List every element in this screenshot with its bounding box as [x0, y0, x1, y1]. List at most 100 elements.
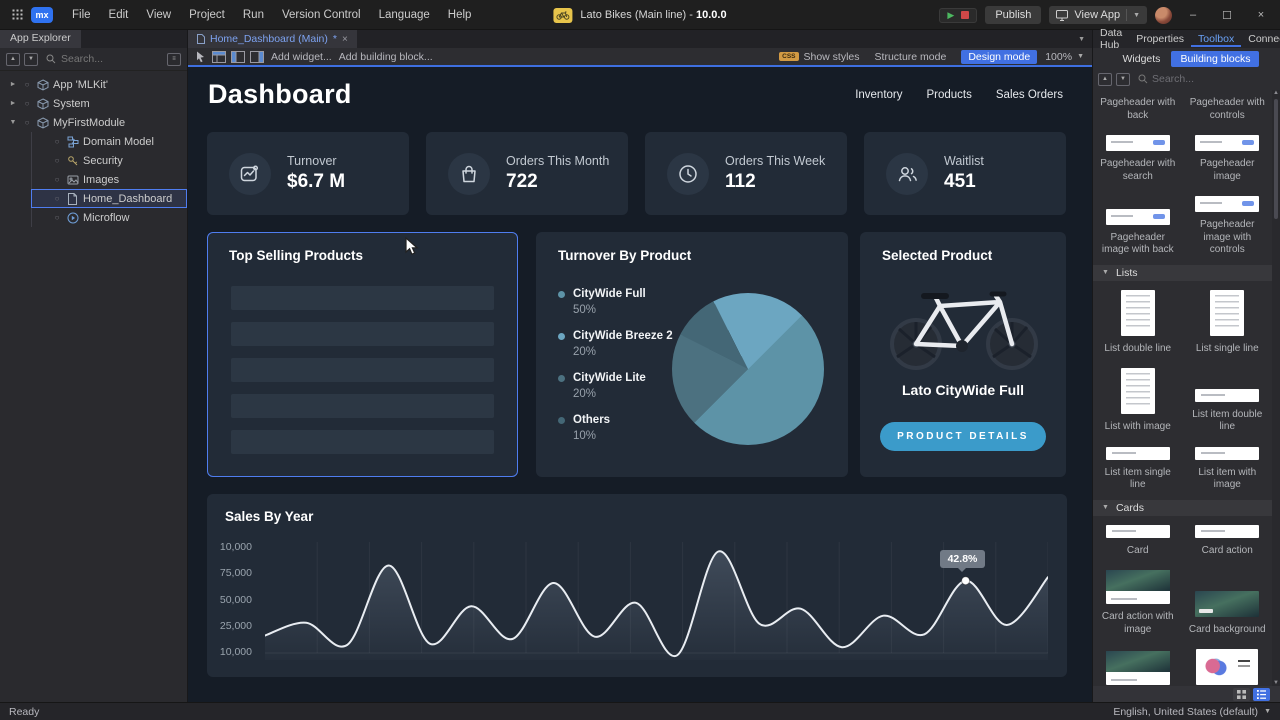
menu-version-control[interactable]: Version Control [281, 8, 361, 21]
tree-item-home-dashboard[interactable]: ○ Home_Dashboard [31, 189, 187, 208]
tree-item-domain-model[interactable]: ○ Domain Model [31, 132, 187, 151]
list-row-placeholder[interactable] [231, 322, 494, 346]
toolbox-item-list-item-with-image[interactable]: List item with image [1183, 440, 1273, 498]
page-nav-inventory[interactable]: Inventory [855, 89, 903, 101]
list-row-placeholder[interactable] [231, 286, 494, 310]
chevron-down-icon[interactable]: ▼ [1133, 11, 1140, 19]
app-grid-icon[interactable] [12, 9, 23, 20]
sidebar-right-layout-icon[interactable] [250, 50, 264, 63]
page-title[interactable]: Dashboard [208, 79, 352, 109]
product-details-button[interactable]: PRODUCT DETAILS [880, 422, 1046, 451]
view-app-button[interactable]: View App ▼ [1049, 6, 1147, 24]
close-button[interactable]: × [1257, 9, 1265, 21]
selected-product-card[interactable]: Selected Product [860, 232, 1066, 477]
menu-help[interactable]: Help [447, 8, 472, 21]
explorer-search-input[interactable]: Search... [42, 53, 163, 65]
turnover-by-product-card[interactable]: Turnover By Product CityWide Full 50% City… [536, 232, 848, 477]
tab-connector[interactable]: Connector [1248, 33, 1280, 45]
scroll-up-icon[interactable]: ▲ [1273, 90, 1279, 96]
top-selling-products-card[interactable]: Top Selling Products [207, 232, 518, 477]
menu-view[interactable]: View [146, 8, 172, 21]
tree-chevron-icon[interactable]: ► [9, 100, 17, 107]
tab-app-explorer[interactable]: App Explorer [0, 30, 81, 48]
close-tab-icon[interactable]: × [341, 33, 348, 45]
product-image[interactable] [878, 272, 1048, 377]
tab-properties[interactable]: Properties [1136, 33, 1185, 45]
toolbox-item-pageheader-with-search[interactable]: Pageheader with search [1093, 128, 1183, 189]
collapse-all-icon[interactable]: ▲ [6, 52, 20, 66]
subtab-building-blocks[interactable]: Building blocks [1171, 50, 1260, 67]
tab-home-dashboard[interactable]: Home_Dashboard (Main) * × [188, 30, 357, 48]
structure-mode-button[interactable]: Structure mode [874, 50, 947, 63]
list-view-button[interactable] [1253, 687, 1270, 701]
tree-item-system[interactable]: ► ○ System [0, 94, 187, 113]
sidebar-left-layout-icon[interactable] [231, 50, 245, 63]
toolbox-search-input[interactable]: ▲ ▼ Search... [1093, 69, 1280, 89]
toolbox-item-card-with-image[interactable]: Card with image [1093, 642, 1183, 686]
menu-project[interactable]: Project [189, 8, 225, 21]
mendix-logo-icon[interactable]: mx [31, 6, 53, 23]
tab-list-chevron-icon[interactable]: ▼ [1078, 35, 1085, 43]
publish-button[interactable]: Publish [985, 6, 1042, 24]
collapse-sections-icon[interactable]: ▲ [1098, 72, 1112, 86]
expand-sections-icon[interactable]: ▼ [1116, 72, 1130, 86]
tree-item-security[interactable]: ○ Security [31, 151, 187, 170]
list-row-placeholder[interactable] [231, 394, 494, 418]
stop-button[interactable] [961, 11, 970, 19]
toolbox-item-card-product[interactable]: Card Product [1183, 642, 1273, 686]
scrollbar-thumb[interactable] [1274, 99, 1278, 219]
toolbox-item-card-background[interactable]: Card background [1183, 563, 1273, 642]
toolbox-item-card[interactable]: Card [1093, 518, 1183, 564]
menu-file[interactable]: File [72, 8, 91, 21]
toolbox-item-pageheader-image[interactable]: Pageheader image [1183, 128, 1273, 189]
minimize-button[interactable]: – [1189, 9, 1197, 21]
design-mode-button[interactable]: Design mode [961, 49, 1038, 64]
toolbox-item-pageheader-image-with-controls[interactable]: Pageheader image with controls [1183, 189, 1273, 263]
table-layout-icon[interactable] [212, 50, 226, 63]
language-selector[interactable]: English, United States (default) ▼ [1113, 705, 1271, 718]
menu-run[interactable]: Run [242, 8, 264, 21]
page-design-canvas[interactable]: Dashboard Inventory Products Sales Orders … [188, 67, 1092, 702]
tree-chevron-icon[interactable]: ► [9, 81, 17, 88]
add-building-block-button[interactable]: Add building block... [338, 50, 433, 63]
menu-edit[interactable]: Edit [108, 8, 129, 21]
run-button[interactable]: ▶ [947, 9, 955, 20]
expand-all-icon[interactable]: ▼ [24, 52, 38, 66]
toolbox-item-pageheader-with-back[interactable]: Pageheader with back [1093, 90, 1183, 128]
toolbox-item-list-item-double-line[interactable]: List item double line [1183, 361, 1273, 440]
pie-chart[interactable] [672, 293, 824, 445]
toolbox-item-list-with-image[interactable]: List with image [1093, 361, 1183, 440]
toolbox-scrollbar[interactable]: ▲ ▼ [1272, 90, 1280, 686]
list-row-placeholder[interactable] [231, 358, 494, 382]
toolbox-item-list-item-single-line[interactable]: List item single line [1093, 440, 1183, 498]
add-widget-button[interactable]: Add widget... [271, 50, 332, 63]
kpi-card-waitlist[interactable]: Waitlist 451 [864, 132, 1066, 215]
toolbox-item-pageheader-image-with-back[interactable]: Pageheader image with back [1093, 189, 1183, 263]
toolbox-section-cards[interactable]: ▼ Cards [1093, 499, 1272, 516]
toolbox-item-pageheader-with-controls[interactable]: Pageheader with controls [1183, 90, 1273, 128]
toolbox-section-lists[interactable]: ▼ Lists [1093, 264, 1272, 281]
kpi-card-turnover[interactable]: Turnover $6.7 M [207, 132, 409, 215]
tree-item-microflow[interactable]: ○ Microflow [31, 208, 187, 227]
tree-item-app-mlkit[interactable]: ► ○ App 'MLKit' [0, 75, 187, 94]
toolbox-item-list-single-line[interactable]: List single line [1183, 283, 1273, 362]
show-styles-toggle[interactable]: CSS Show styles [779, 51, 860, 63]
toolbox-item-card-action-with-image[interactable]: Card action with image [1093, 563, 1183, 642]
pointer-tool-icon[interactable] [196, 51, 205, 63]
user-avatar[interactable] [1155, 6, 1172, 24]
tab-toolbox[interactable]: Toolbox [1191, 31, 1241, 47]
filter-icon[interactable]: ≡ [167, 52, 181, 66]
list-row-placeholder[interactable] [231, 430, 494, 454]
toolbox-item-list-double-line[interactable]: List double line [1093, 283, 1183, 362]
sales-by-year-card[interactable]: Sales By Year 10,000 75,000 50,000 25,000 10… [207, 494, 1067, 677]
kpi-card-orders-this-week[interactable]: Orders This Week 112 [645, 132, 847, 215]
tree-chevron-icon[interactable]: ▼ [9, 119, 17, 126]
kpi-card-orders-this-month[interactable]: Orders This Month 722 [426, 132, 628, 215]
toolbox-item-card-action[interactable]: Card action [1183, 518, 1273, 564]
page-nav-sales-orders[interactable]: Sales Orders [995, 89, 1063, 101]
tree-item-myfirstmodule[interactable]: ▼ ○ MyFirstModule [0, 113, 187, 132]
scroll-down-icon[interactable]: ▼ [1273, 680, 1279, 686]
maximize-button[interactable]: ☐ [1222, 9, 1232, 22]
menu-language[interactable]: Language [378, 8, 430, 21]
page-nav-products[interactable]: Products [926, 89, 972, 101]
